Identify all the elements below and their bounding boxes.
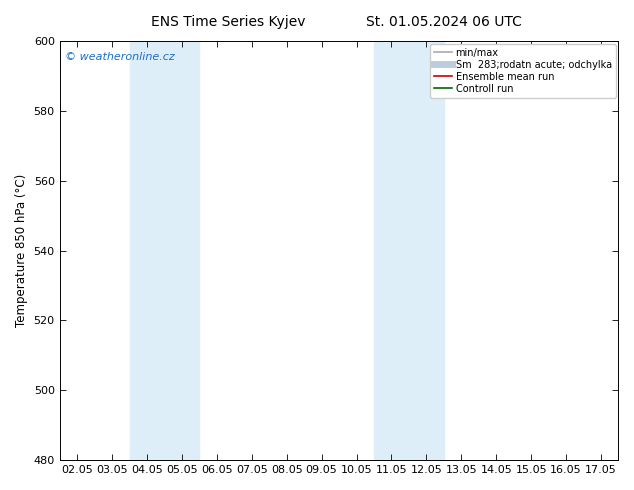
Bar (374, 41, 444, 460)
Legend: min/max, Sm  283;rodatn acute; odchylka, Ensemble mean run, Controll run: min/max, Sm 283;rodatn acute; odchylka, … (430, 44, 616, 98)
Text: St. 01.05.2024 06 UTC: St. 01.05.2024 06 UTC (366, 15, 522, 29)
Text: © weatheronline.cz: © weatheronline.cz (65, 51, 175, 62)
Bar (129, 41, 199, 460)
Text: ENS Time Series Kyjev: ENS Time Series Kyjev (151, 15, 306, 29)
Y-axis label: Temperature 850 hPa (°C): Temperature 850 hPa (°C) (15, 174, 28, 327)
